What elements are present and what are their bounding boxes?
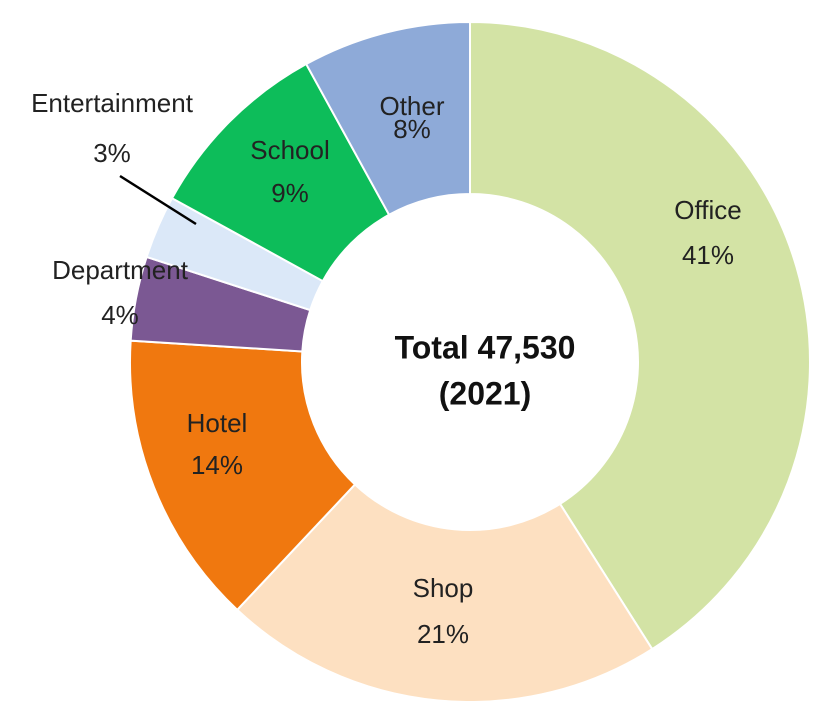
slice-label: School bbox=[250, 135, 330, 165]
slice bbox=[469, 20, 811, 651]
slice-value: 41% bbox=[682, 240, 734, 270]
leader-line bbox=[119, 174, 197, 226]
slice-value: 9% bbox=[271, 178, 309, 208]
slice-label: Other bbox=[379, 91, 444, 121]
slice bbox=[304, 20, 471, 217]
slice-value: 8% bbox=[393, 114, 431, 144]
slice-label: Entertainment bbox=[31, 88, 194, 118]
center-year: (2021) bbox=[439, 375, 532, 411]
slice-label: Shop bbox=[413, 573, 474, 603]
slice bbox=[129, 339, 357, 612]
slice-value: 4% bbox=[101, 300, 139, 330]
slice-label: Hotel bbox=[187, 408, 248, 438]
slice-label: Department bbox=[52, 255, 189, 285]
slices bbox=[129, 20, 811, 701]
slice bbox=[235, 483, 654, 701]
slice-value: 21% bbox=[417, 619, 469, 649]
slice-value: 3% bbox=[93, 138, 131, 168]
slice-label: Office bbox=[674, 195, 741, 225]
center-total: Total 47,530 bbox=[395, 329, 576, 365]
slice-value: 14% bbox=[191, 450, 243, 480]
